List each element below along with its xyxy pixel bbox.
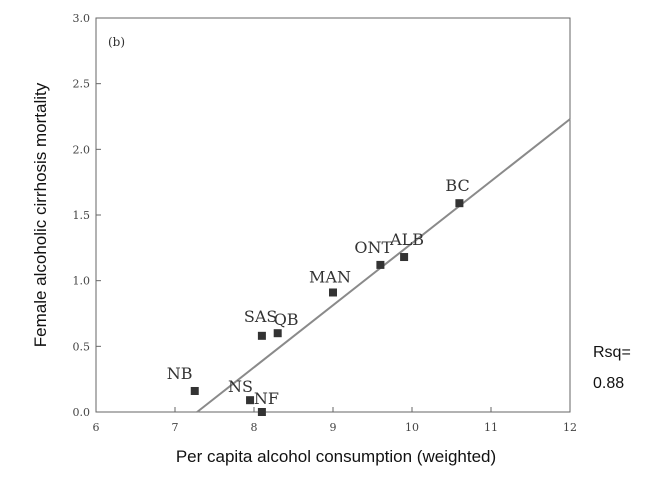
point-label: QB [274, 310, 299, 329]
y-tick-label: 2.0 [73, 143, 91, 156]
point-label: SAS [244, 307, 277, 326]
x-tick-label: 8 [251, 421, 258, 434]
data-point [273, 329, 282, 338]
data-point [190, 386, 199, 395]
x-tick-label: 10 [405, 421, 419, 434]
data-point [329, 288, 337, 297]
x-axis-title: Per capita alcohol consumption (weighted… [176, 447, 496, 466]
rsq-value: 0.88 [593, 375, 624, 392]
y-tick-label: 0.0 [73, 406, 91, 419]
x-tick-label: 11 [484, 421, 498, 434]
rsq-label: Rsq= [593, 344, 631, 361]
point-label: NS [228, 377, 253, 396]
point-label: NB [167, 364, 193, 383]
y-tick-label: 1.0 [73, 275, 91, 288]
point-label: ONT [354, 238, 392, 257]
y-axis-ticks: 0.0 0.5 1.0 1.5 2.0 2.5 3.0 [73, 12, 101, 419]
point-label: BC [445, 176, 469, 195]
x-axis-ticks: 6 7 8 9 10 11 12 [93, 407, 577, 434]
x-tick-label: 7 [172, 421, 179, 434]
point-label: ALB [389, 230, 424, 249]
x-tick-label: 12 [563, 421, 577, 434]
y-axis-title: Female alcoholic cirrhosis mortality [31, 82, 50, 347]
x-tick-label: 6 [93, 421, 100, 434]
data-point [455, 199, 464, 208]
panel-label: (b) [108, 35, 125, 49]
data-point [400, 253, 409, 262]
data-point [257, 408, 266, 416]
y-tick-label: 0.5 [73, 340, 91, 353]
y-tick-label: 2.5 [73, 78, 91, 91]
data-point [257, 331, 266, 340]
y-tick-label: 1.5 [73, 209, 91, 222]
plot-frame [95, 17, 571, 413]
x-tick-label: 9 [330, 421, 337, 434]
data-point [246, 396, 255, 405]
point-label: NF [254, 389, 279, 408]
data-point [376, 260, 385, 269]
y-tick-label: 3.0 [73, 12, 91, 25]
point-label: MAN [309, 267, 351, 286]
